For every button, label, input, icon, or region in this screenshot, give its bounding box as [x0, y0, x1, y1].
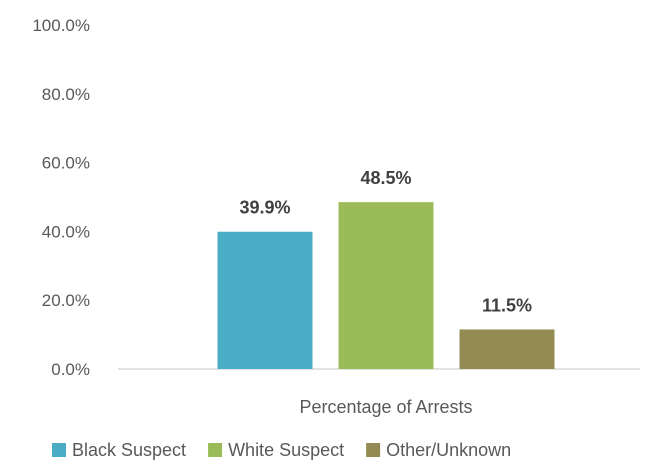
bar-other-unknown [459, 329, 555, 369]
bars [217, 202, 555, 369]
legend-item: White Suspect [208, 440, 344, 460]
legend-item: Other/Unknown [366, 440, 511, 460]
legend-label: White Suspect [228, 440, 344, 460]
y-tick-label: 40.0% [42, 222, 90, 241]
data-label: 48.5% [360, 168, 411, 188]
legend-item: Black Suspect [52, 440, 186, 460]
legend-swatch [52, 443, 66, 457]
bar-black-suspect [217, 231, 313, 369]
y-tick-label: 0.0% [51, 360, 90, 379]
legend-label: Black Suspect [72, 440, 186, 460]
y-axis-ticks: 0.0% 20.0% 40.0% 60.0% 80.0% 100.0% [32, 16, 90, 379]
y-tick-label: 60.0% [42, 154, 90, 173]
x-category-label: Percentage of Arrests [299, 397, 472, 417]
bar-white-suspect [338, 202, 434, 369]
legend-label: Other/Unknown [386, 440, 511, 460]
data-labels: 39.9% 48.5% 11.5% [239, 168, 532, 315]
y-tick-label: 80.0% [42, 85, 90, 104]
legend-swatch [208, 443, 223, 457]
legend-swatch [366, 443, 381, 457]
data-label: 39.9% [239, 198, 290, 218]
y-tick-label: 20.0% [42, 291, 90, 310]
data-label: 11.5% [482, 295, 532, 315]
legend: Black Suspect White Suspect Other/Unknown [52, 440, 511, 460]
y-tick-label: 100.0% [32, 16, 90, 35]
